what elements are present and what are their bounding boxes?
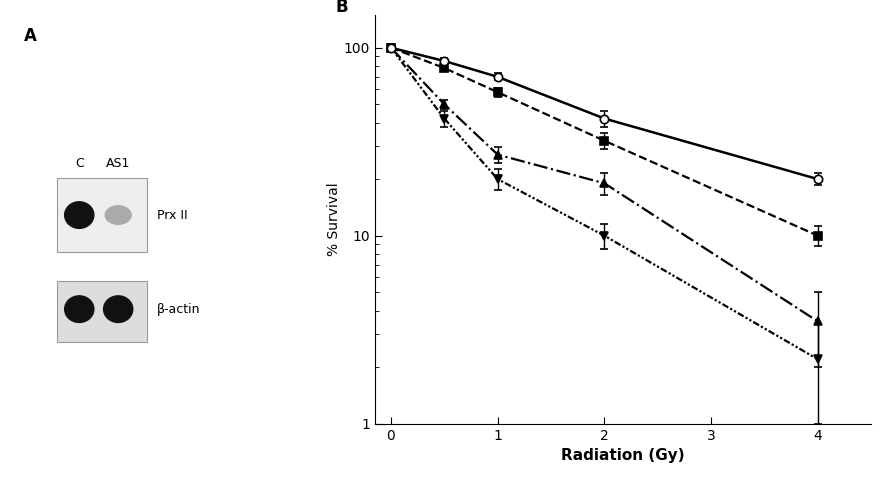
Y-axis label: % Survival: % Survival — [326, 182, 341, 256]
Text: C: C — [75, 157, 84, 170]
Bar — [56, 178, 147, 252]
Ellipse shape — [64, 202, 94, 228]
Ellipse shape — [64, 296, 94, 322]
Text: Prx II: Prx II — [158, 208, 187, 222]
Ellipse shape — [104, 296, 133, 322]
X-axis label: Radiation (Gy): Radiation (Gy) — [561, 448, 685, 463]
Ellipse shape — [106, 206, 131, 224]
Text: B: B — [335, 0, 348, 16]
Text: AS1: AS1 — [106, 157, 130, 170]
Bar — [56, 281, 147, 342]
Text: A: A — [24, 27, 37, 45]
Text: β-actin: β-actin — [158, 302, 201, 316]
